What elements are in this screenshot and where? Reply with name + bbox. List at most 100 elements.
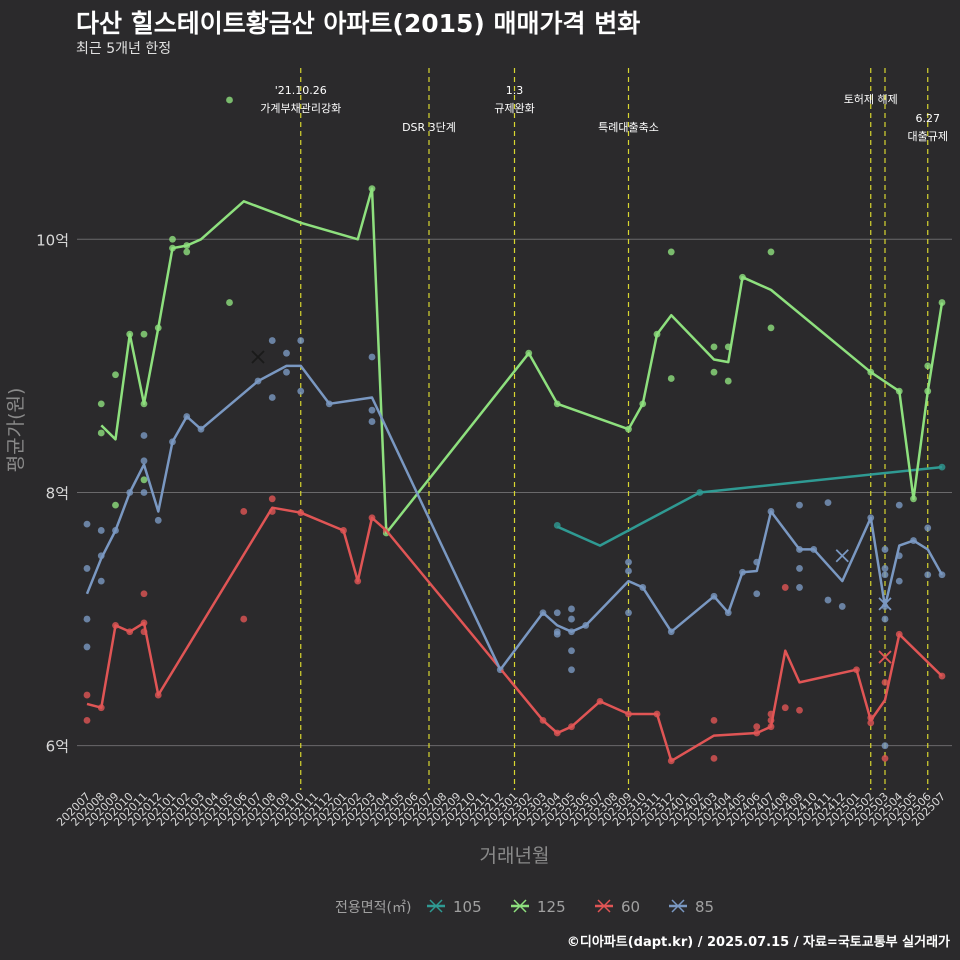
series-line (85, 364, 944, 671)
data-point (268, 495, 276, 503)
event-label: 6.27 (916, 112, 941, 125)
data-point (97, 527, 105, 534)
data-point (924, 524, 932, 532)
data-point (97, 429, 105, 437)
x-axis-title: 거래년월 (480, 845, 550, 867)
data-point (838, 603, 846, 610)
data-point (568, 647, 575, 655)
data-point (268, 337, 276, 344)
data-point (938, 299, 946, 306)
data-point (83, 716, 91, 724)
legend-label: 85 (695, 898, 714, 916)
data-point (824, 499, 832, 506)
data-point (625, 609, 632, 617)
data-point (710, 343, 718, 351)
data-point (781, 584, 789, 591)
y-tick-label: 6억 (46, 738, 69, 756)
data-point (625, 567, 632, 575)
data-point (112, 501, 119, 509)
event-label: '21.10.26 (275, 84, 327, 97)
data-point (796, 706, 803, 714)
data-point (881, 565, 889, 572)
data-point (767, 324, 775, 332)
data-point (140, 432, 148, 439)
data-point (140, 590, 148, 598)
legend-item-85: 85 (669, 898, 714, 916)
data-point (140, 457, 148, 465)
data-point (796, 565, 803, 572)
data-point (283, 349, 290, 357)
legend-label: 60 (621, 898, 640, 916)
data-point (97, 400, 105, 408)
chart-title: 다산 힐스테이트황금산 아파트(2015) 매매가격 변화 (76, 9, 641, 38)
data-point (568, 615, 575, 623)
data-point (568, 666, 575, 674)
data-point (724, 377, 732, 385)
legend-item-105: 105 (427, 898, 482, 916)
data-point (183, 248, 191, 256)
event-label: DSR 3단계 (402, 121, 456, 134)
y-tick-label: 8억 (46, 484, 69, 502)
data-point (881, 678, 889, 686)
y-tick-label: 10억 (36, 231, 69, 249)
data-point (83, 565, 91, 572)
data-point (895, 501, 903, 509)
event-label: 토허제 해제 (844, 92, 898, 106)
series-line (86, 506, 943, 763)
data-point (240, 508, 248, 515)
data-point (226, 96, 233, 104)
data-point (881, 754, 889, 762)
data-point (710, 754, 718, 762)
event-label: 규제완화 (494, 102, 534, 115)
data-point (667, 248, 675, 256)
cross-marker (251, 350, 265, 364)
legend-label: 105 (453, 898, 482, 916)
data-point (796, 501, 803, 509)
data-point (895, 577, 903, 585)
data-point (881, 571, 889, 579)
y-axis-title: 평균가(원) (5, 388, 27, 473)
data-point (297, 387, 305, 395)
legend-label: 125 (537, 898, 566, 916)
data-point (824, 596, 832, 604)
data-point (368, 406, 376, 414)
data-point (83, 643, 91, 651)
cross-marker (835, 549, 849, 563)
data-point (781, 704, 789, 712)
event-label: 1.3 (506, 84, 524, 97)
data-point (924, 571, 932, 579)
data-point (667, 375, 675, 382)
data-point (881, 546, 889, 553)
data-point (553, 609, 561, 617)
data-point (881, 742, 889, 750)
chart-subtitle: 최근 5개년 한정 (76, 41, 172, 57)
data-point (924, 362, 932, 370)
data-point (753, 723, 761, 731)
data-point (140, 476, 148, 484)
data-point (97, 577, 105, 585)
data-point (767, 248, 775, 256)
data-point (867, 719, 875, 727)
data-point (83, 615, 91, 623)
series-line (100, 187, 944, 535)
data-point (625, 558, 632, 566)
data-point (240, 615, 248, 623)
data-point (140, 330, 148, 338)
data-point (753, 590, 761, 598)
data-point (268, 394, 276, 401)
data-point (140, 489, 148, 496)
data-point (568, 605, 575, 613)
data-point (710, 716, 718, 724)
data-point (83, 691, 91, 699)
data-point (553, 630, 561, 638)
source-caption: ©디아파트(dapt.kr) / 2025.07.15 / 자료=국토교통부 실… (566, 935, 950, 950)
event-label: 대출규제 (908, 130, 948, 143)
event-label: 특례대출축소 (598, 121, 659, 134)
legend-item-60: 60 (595, 898, 640, 916)
cross-marker (878, 650, 892, 664)
data-point (83, 520, 91, 528)
data-point (368, 353, 376, 361)
data-point (169, 235, 176, 243)
data-point (283, 368, 290, 376)
